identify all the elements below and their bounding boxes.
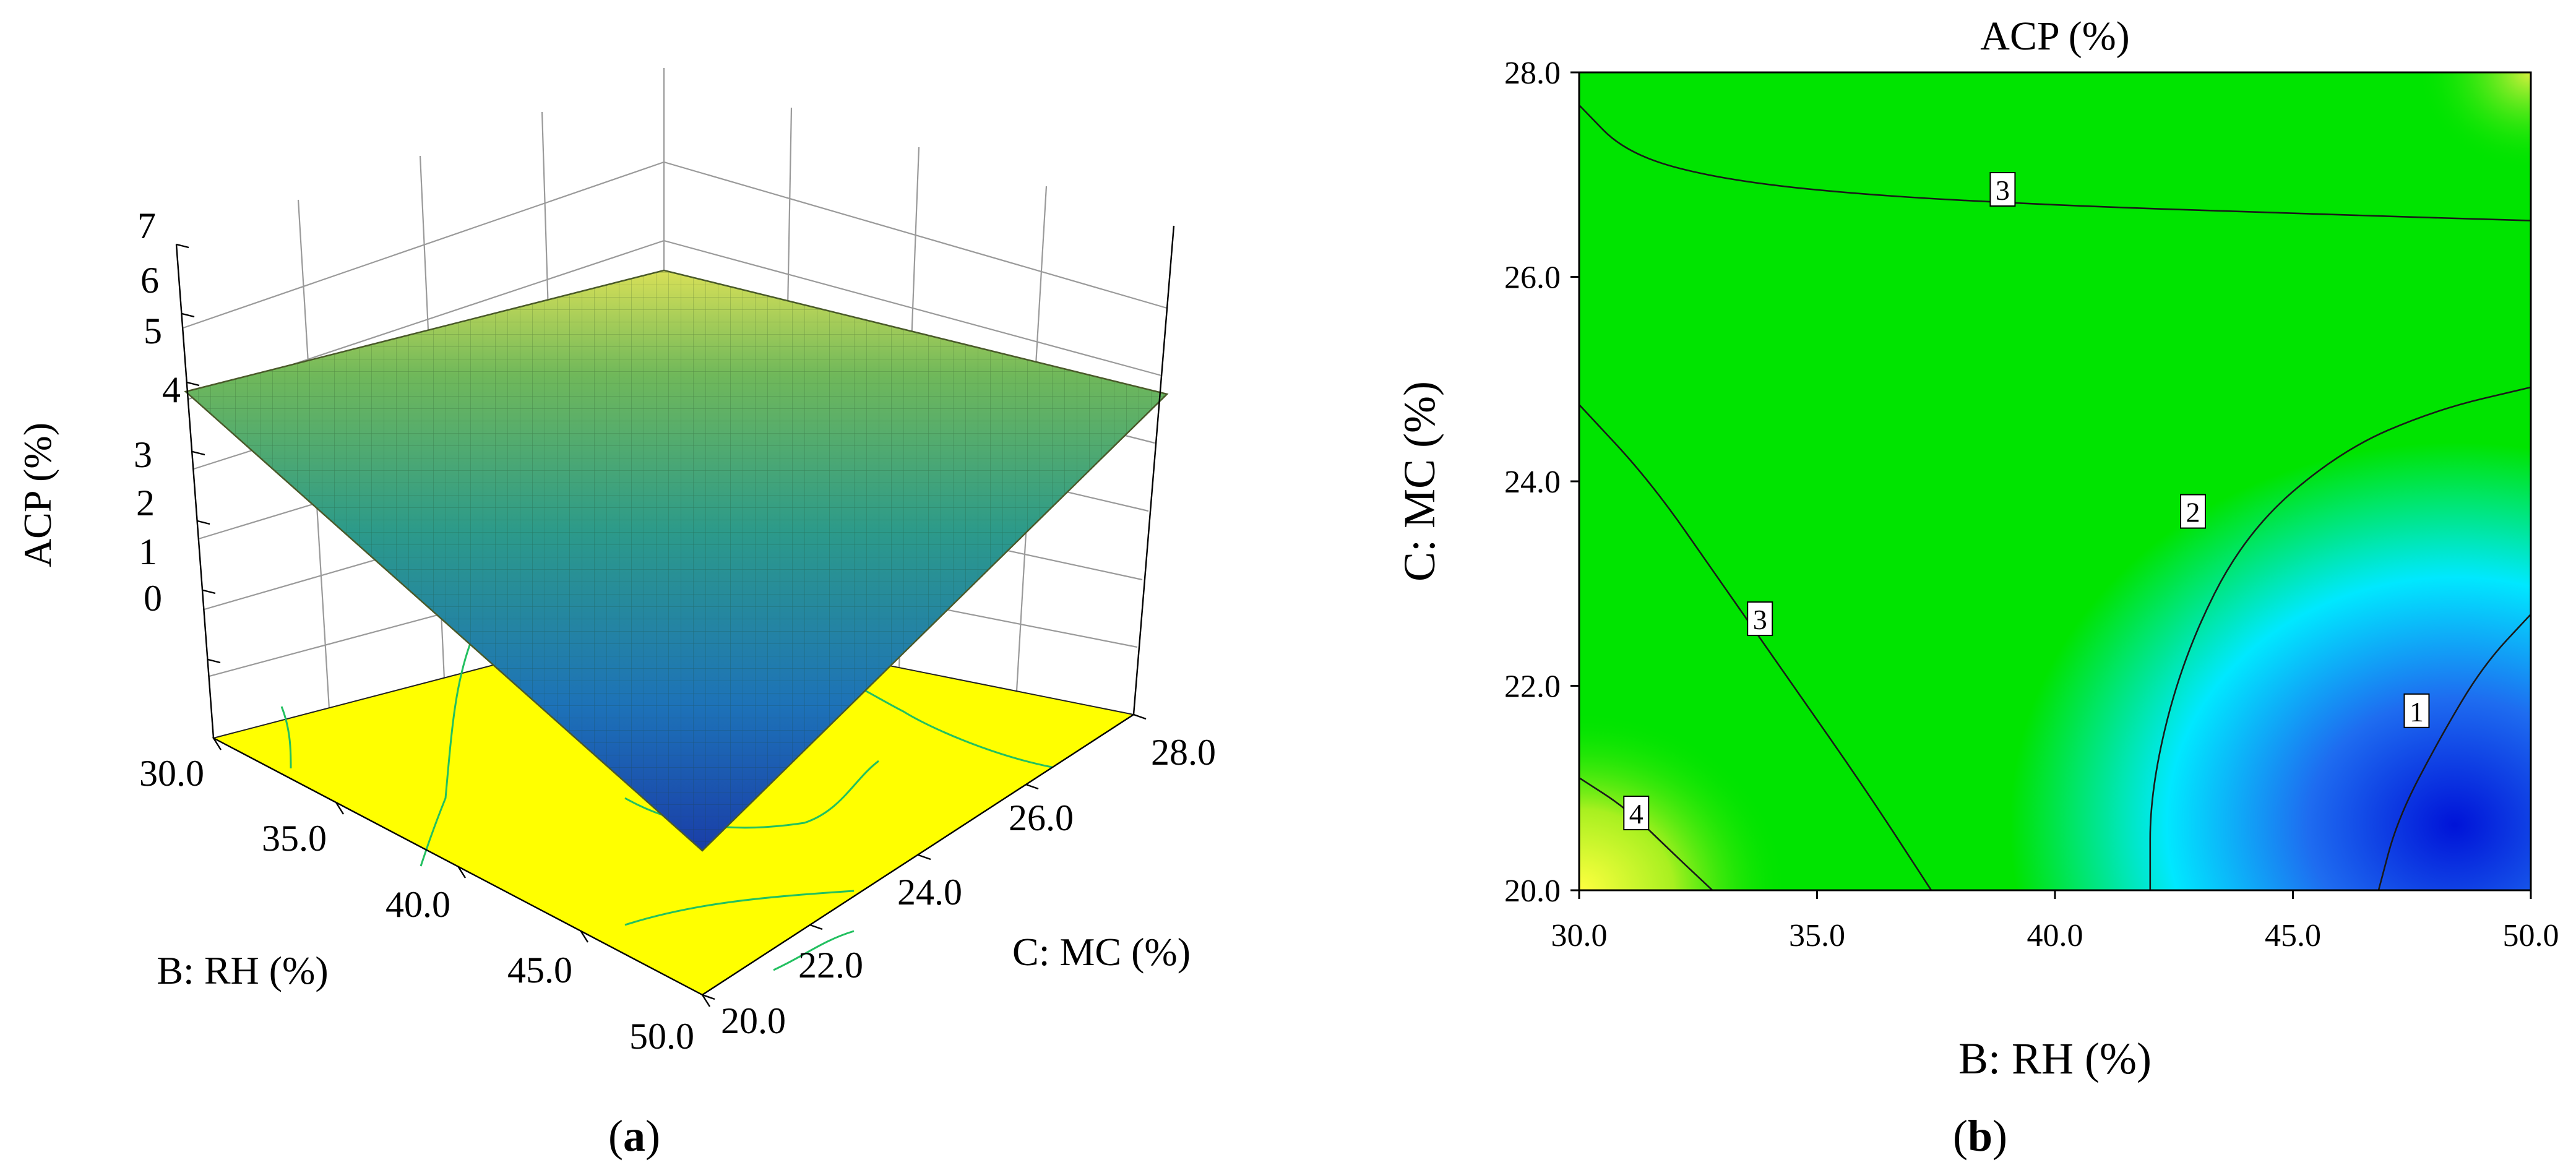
mc-tick-label: 22.0 [798, 945, 863, 986]
y-tick-label: 28.0 [1504, 56, 1561, 91]
contour-label-text: 3 [1753, 604, 1767, 635]
z-tick-label: 0 [144, 578, 162, 619]
caption-b-letter: b [1968, 1111, 1992, 1161]
response-surface [184, 269, 1169, 852]
caption-a-open: ( [608, 1111, 623, 1161]
mc-tick-label: 26.0 [1009, 797, 1074, 838]
contour-label-box [1989, 172, 2016, 207]
x-tick-label: 50.0 [2503, 918, 2559, 953]
x-tick-label: 40.0 [2027, 918, 2083, 953]
caption-b-close: ) [1992, 1111, 2007, 1161]
z-tick-label: 2 [136, 483, 155, 523]
axis-frame [175, 225, 1175, 996]
contour-label-box [2403, 693, 2430, 728]
contour-label-text: 1 [2410, 696, 2424, 728]
contour-label: 4 [1623, 796, 1650, 831]
z-tick-label: 4 [162, 369, 181, 410]
y-axis-label: C: MC (%) [1395, 381, 1444, 582]
contour-label-text: 3 [1996, 174, 2010, 206]
mc-axis-tick-labels: 20.0 22.0 24.0 26.0 28.0 [721, 732, 1216, 1041]
contour-label: 3 [1989, 172, 2016, 207]
z-tick-label: 6 [140, 260, 159, 301]
y-tick-label: 22.0 [1504, 669, 1561, 705]
contour-label: 2 [2180, 494, 2207, 529]
contour-title: ACP (%) [1980, 14, 2129, 59]
z-tick-label: 3 [134, 434, 152, 475]
y-tick-label: 20.0 [1504, 874, 1561, 909]
surface-plot: 0 1 2 3 4 5 6 7 ACP (%) 30.0 35.0 40.0 4… [15, 68, 1216, 1161]
contour-label: 3 [1747, 601, 1773, 637]
caption-b: (b) [1953, 1111, 2007, 1161]
caption-a-close: ) [645, 1111, 660, 1161]
x-axis-label: B: RH (%) [1958, 1034, 2152, 1083]
contour-line-1 [2377, 613, 2531, 890]
z-tick-label: 1 [139, 531, 157, 572]
mc-tick-label: 24.0 [897, 872, 962, 913]
contour-label: 1 [2403, 693, 2430, 728]
rh-tick-label: 50.0 [629, 1016, 694, 1057]
x-tick-label: 30.0 [1551, 918, 1608, 953]
mc-axis-ticks [702, 713, 1147, 1000]
rh-tick-label: 35.0 [262, 818, 327, 859]
x-tick-label: 45.0 [2265, 918, 2321, 953]
rh-axis-ticks [212, 737, 711, 1007]
caption-a-letter: a [623, 1111, 645, 1161]
z-axis-tick-labels: 0 1 2 3 4 5 6 7 [134, 205, 181, 619]
contour-label-text: 4 [1629, 798, 1643, 830]
z-axis-label: ACP (%) [15, 423, 59, 567]
x-axis-ticks: 30.0 35.0 40.0 45.0 50.0 [1551, 890, 2559, 953]
x-tick-label: 35.0 [1789, 918, 1845, 953]
y-tick-label: 26.0 [1504, 260, 1561, 296]
caption-a: (a) [608, 1111, 660, 1161]
rh-tick-label: 45.0 [507, 950, 572, 990]
contour-label-box [1747, 601, 1773, 637]
z-tick-label: 7 [137, 205, 156, 246]
z-axis-ticks [176, 243, 221, 664]
z-tick-label: 5 [144, 311, 162, 351]
contour-labels: 3 3 2 1 4 [1623, 172, 2430, 831]
contour-fill: 3 3 2 1 4 [1579, 72, 2531, 890]
rh-axis-tick-labels: 30.0 35.0 40.0 45.0 50.0 [139, 753, 694, 1057]
contour-label-box [2180, 494, 2207, 529]
contour-line-2 [2149, 386, 2531, 890]
mc-tick-label: 28.0 [1151, 732, 1216, 773]
mc-tick-label: 20.0 [721, 1000, 786, 1041]
mc-axis-label: C: MC (%) [1012, 930, 1191, 974]
contour-line-3 [1579, 404, 1932, 890]
rh-axis-label: B: RH (%) [157, 948, 328, 992]
contour-label-box [1623, 796, 1650, 831]
rh-tick-label: 40.0 [386, 884, 450, 925]
rh-tick-label: 30.0 [139, 753, 204, 794]
y-axis-ticks: 20.0 22.0 24.0 26.0 28.0 [1504, 56, 1579, 909]
contour-label-text: 2 [2186, 497, 2200, 528]
caption-b-open: ( [1953, 1111, 1968, 1161]
contour-line-3 [1579, 104, 2531, 221]
y-tick-label: 24.0 [1504, 465, 1561, 500]
